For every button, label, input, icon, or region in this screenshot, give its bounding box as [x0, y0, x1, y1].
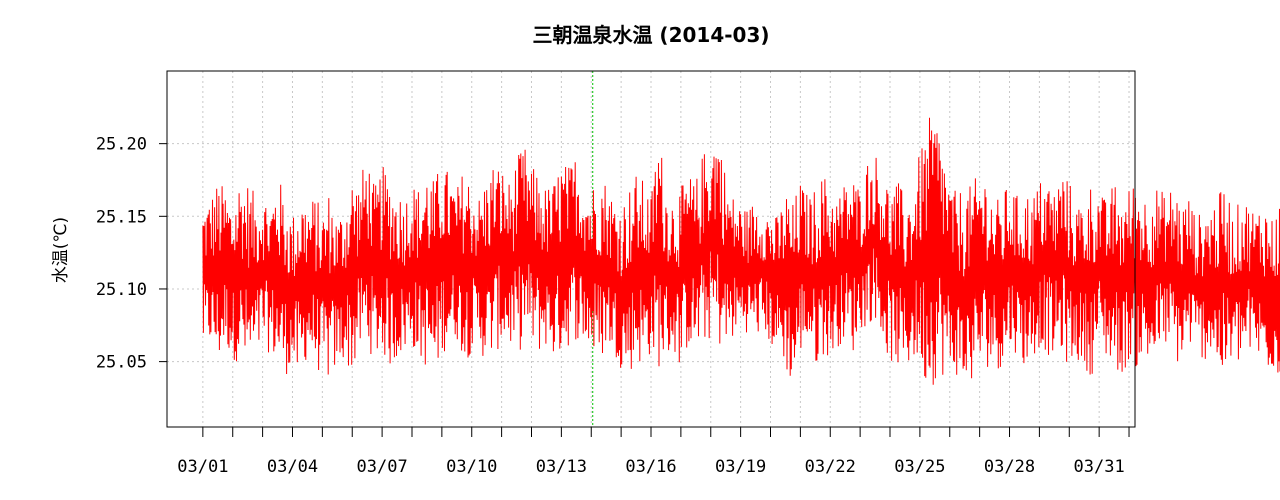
x-tick-label: 03/10	[446, 457, 497, 477]
x-tick-label: 03/07	[357, 457, 408, 477]
y-axis-label: 水温(℃)	[51, 217, 71, 283]
x-tick-label: 03/13	[536, 457, 587, 477]
x-tick-label: 03/01	[177, 457, 228, 477]
water-temperature-series-line	[202, 117, 1280, 385]
y-tick-label: 25.10	[96, 280, 147, 300]
x-tick-label: 03/28	[984, 457, 1035, 477]
x-tick-label: 03/22	[805, 457, 856, 477]
y-axis: 25.05 25.10 25.15 25.20	[96, 135, 167, 373]
grid-layer	[167, 71, 1135, 427]
y-tick-label: 25.20	[96, 135, 147, 155]
y-tick-label: 25.15	[96, 207, 147, 227]
x-tick-label: 03/04	[267, 457, 318, 477]
x-tick-label: 03/19	[715, 457, 766, 477]
chart-title: 三朝温泉水温 (2014-03)	[532, 23, 769, 47]
series-layer	[202, 117, 1280, 385]
x-axis: 03/01 03/04 03/07 03/10 03/13 03/16 03/19 03/22…	[177, 427, 1130, 477]
y-tick-label: 25.05	[96, 353, 147, 373]
x-tick-label: 03/31	[1074, 457, 1125, 477]
x-tick-label: 03/25	[894, 457, 945, 477]
x-tick-label: 03/16	[625, 457, 676, 477]
